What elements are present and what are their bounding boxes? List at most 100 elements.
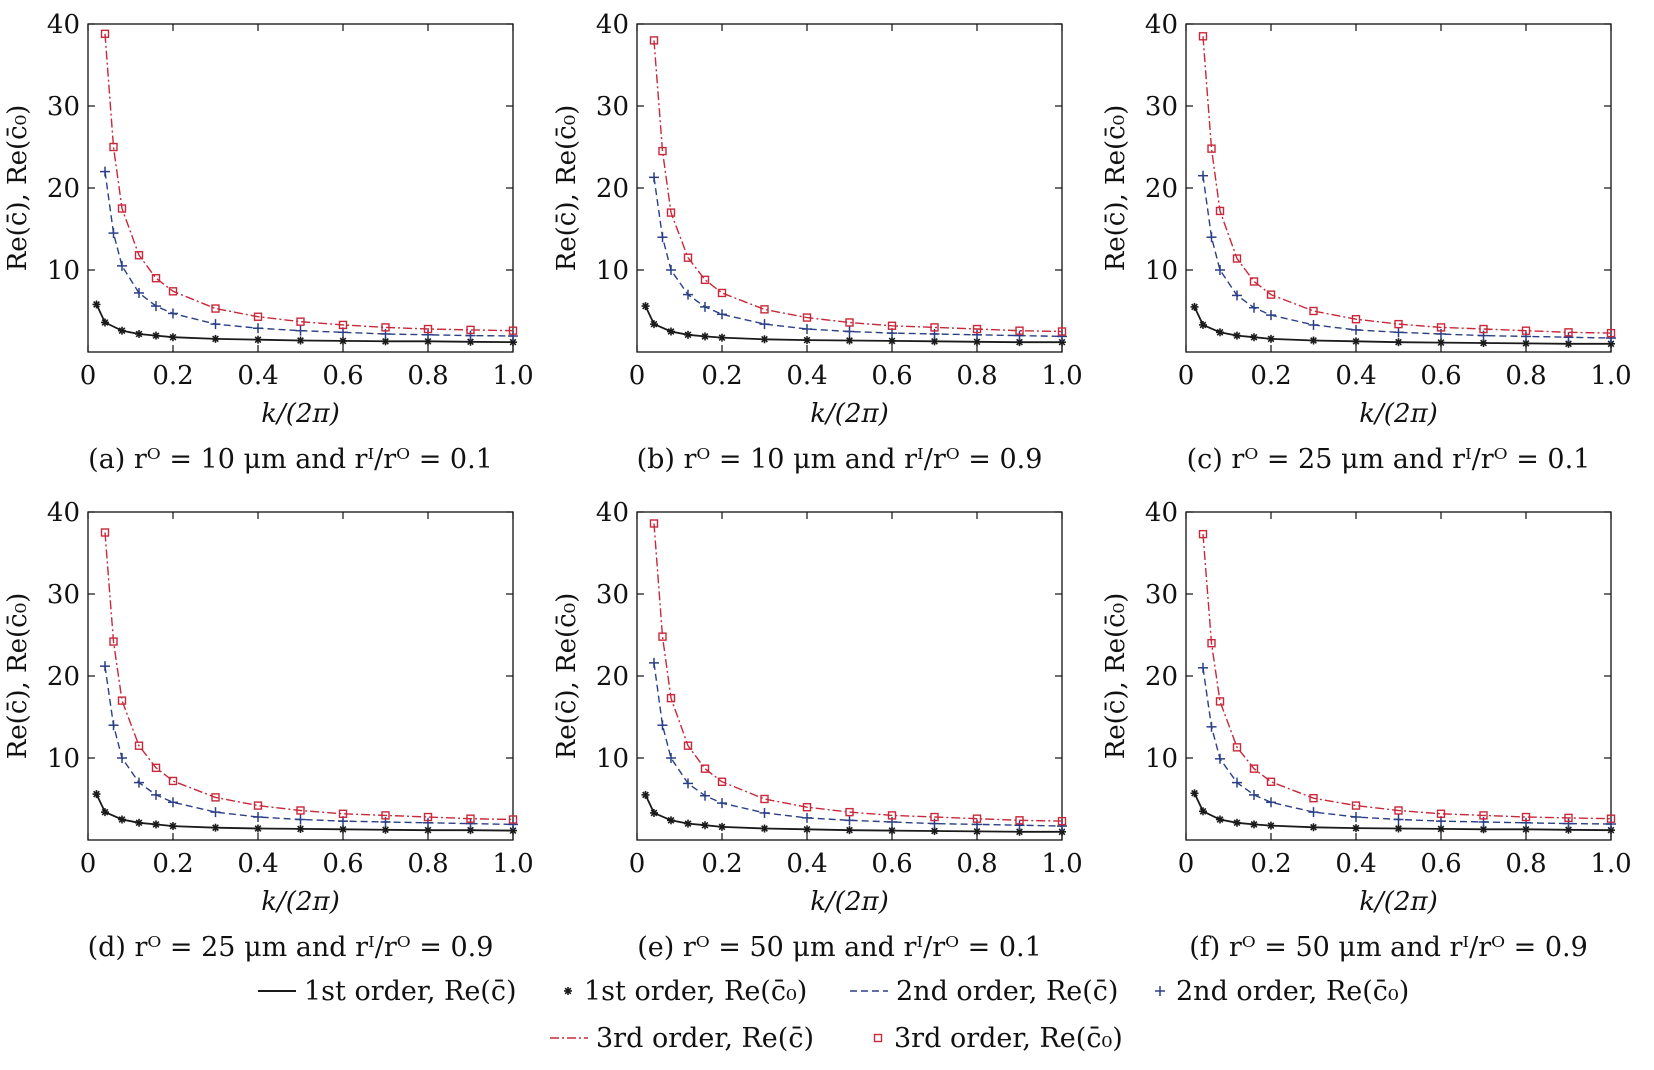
chart-b-series-1-point xyxy=(667,327,675,336)
chart-e-series-1-line xyxy=(644,794,1062,833)
chart-e-series-1-point-stroke xyxy=(650,809,658,817)
chart-d-series-3-point xyxy=(168,776,178,786)
chart-a-x-tick-label: 0.2 xyxy=(152,361,193,391)
chart-a-series-3-point xyxy=(100,29,110,39)
chart-d-series-1-point xyxy=(339,825,347,834)
chart-b-series-1-point xyxy=(930,337,939,346)
chart-b-series-1-point-stroke xyxy=(1016,338,1023,346)
chart-f-series-1-point-stroke xyxy=(1352,824,1360,832)
chart-d-series-3-point xyxy=(117,696,127,705)
chart-d-y-tick-label: 20 xyxy=(47,662,80,692)
chart-b-series-2-point xyxy=(972,329,982,340)
chart-f-series-3-point xyxy=(1606,814,1616,823)
chart-a-series-1-point xyxy=(211,334,220,343)
chart-d-series-2-point xyxy=(295,814,306,825)
chart-c-y-tick-label: 20 xyxy=(1145,174,1178,204)
chart-c-series-3-point xyxy=(1436,323,1446,332)
chart-d-series-2-point xyxy=(168,797,178,808)
chart-b-series-2-point xyxy=(802,324,812,335)
chart-e-series-2-point xyxy=(1057,821,1067,832)
chart-e-series-1-point-stroke xyxy=(973,827,981,835)
chart-e-series-3-point xyxy=(666,693,676,703)
chart-a-series-3-point xyxy=(151,274,161,283)
chart-c-series-3-point xyxy=(1207,144,1216,153)
chart-c-series-3-point xyxy=(1309,306,1318,316)
chart-d-series-1-point-stroke xyxy=(339,825,347,833)
chart-a-y-tick-label: 20 xyxy=(47,174,80,204)
chart-c-x-axis-title: k/(2π) xyxy=(1359,399,1437,429)
chart-c-series-1-point-stroke xyxy=(1437,339,1445,346)
chart-a-x-axis-title: k/(2π) xyxy=(261,399,339,429)
chart-e-x-tick-label: 0.6 xyxy=(871,849,912,879)
chart-c-series-1-point xyxy=(1394,338,1403,347)
chart-c-x-tick-label: 0 xyxy=(1178,361,1195,391)
chart-b-y-axis-title: Re(c̄), Re(c̄₀) xyxy=(552,105,582,272)
chart-f-y-axis-title: Re(c̄), Re(c̄₀) xyxy=(1101,593,1131,760)
chart-a-series-1-point xyxy=(424,337,432,346)
chart-d-series-1-point-stroke xyxy=(297,825,304,833)
chart-d-series-3-point xyxy=(338,809,348,818)
chart-f-series-3-point xyxy=(1309,793,1318,803)
chart-b-series-2-point xyxy=(666,265,676,275)
chart-a-series-2-point xyxy=(210,319,221,330)
chart-c-series-1-point-stroke xyxy=(1199,321,1207,329)
chart-d-series-2-line xyxy=(104,666,514,826)
chart-a-series-2-line xyxy=(104,171,514,337)
chart-f-x-tick-label: 0.8 xyxy=(1505,849,1546,879)
chart-b-x-tick-label: 1.0 xyxy=(1041,361,1082,391)
chart-d-series-1-point-stroke xyxy=(101,808,109,816)
chart-a-series-1-point-stroke xyxy=(93,301,100,308)
chart-f-series-2-line xyxy=(1202,667,1612,825)
chart-b-series-1-point xyxy=(650,320,658,329)
chart-e-series-3-point xyxy=(1015,816,1024,825)
chart-a-y-tick-label: 40 xyxy=(47,10,80,40)
chart-d-x-axis-title: k/(2π) xyxy=(261,887,339,917)
chart-e-series-2-point xyxy=(700,790,710,801)
chart-f-y-tick-label: 20 xyxy=(1145,662,1178,692)
chart-e-series-1-point-stroke xyxy=(1058,828,1066,836)
chart-d-series-1-point-stroke xyxy=(152,821,160,828)
chart-c-series-2-point xyxy=(1308,319,1319,330)
chart-f-series-3-point xyxy=(1479,811,1488,820)
chart-e-series-3-line xyxy=(653,523,1063,822)
chart-c-series-2-point xyxy=(1563,332,1574,343)
chart-b-x-tick-label: 0.8 xyxy=(956,361,997,391)
chart-e-series-1-point-stroke xyxy=(684,820,692,827)
chart-d-series-1-point-stroke xyxy=(93,790,100,798)
chart-e-series-1-point-stroke xyxy=(803,825,811,833)
chart-d-series-1-point xyxy=(92,790,101,799)
chart-c-x-tick-label: 0.2 xyxy=(1250,361,1291,391)
chart-f-series-3-point xyxy=(1198,529,1208,539)
chart-a-series-1-point xyxy=(101,318,109,327)
chart-d-series-2-point xyxy=(423,817,433,828)
chart-e-series-3-point xyxy=(930,812,939,822)
chart-a-y-axis-title: Re(c̄), Re(c̄₀) xyxy=(3,105,33,272)
chart-d-series-2-point xyxy=(108,720,119,731)
chart-c-series-3-point xyxy=(1564,328,1573,337)
chart-e-series-1-point xyxy=(718,822,726,831)
chart-e-caption: (e) rᴼ = 50 μm and rᴵ/rᴼ = 0.1 xyxy=(637,932,1042,963)
chart-f-series-1-point-stroke xyxy=(1250,821,1258,828)
chart-d-series-1-point-stroke xyxy=(467,826,474,834)
chart-d-series-1-point-stroke xyxy=(254,825,262,832)
chart-e-series-3-point xyxy=(683,741,693,750)
legend: 1st order, Re(c̄) 1st order, Re(c̄₀) 2nd o… xyxy=(258,976,1409,1054)
chart-f-series-1-point xyxy=(1250,820,1258,829)
chart-f-series-2-point xyxy=(1351,812,1361,823)
chart-d-series-3-point xyxy=(381,811,390,820)
chart-f-series-1-point-stroke xyxy=(1437,825,1445,833)
chart-d-series-3-point xyxy=(466,814,475,823)
chart-f-series-1-point-stroke xyxy=(1267,822,1275,830)
chart-e-series-3-point xyxy=(802,803,812,812)
chart-f-series-3-point xyxy=(1564,813,1573,823)
chart-b-series-3-point xyxy=(1057,327,1067,336)
chart-a-series-2-point xyxy=(108,228,119,239)
chart-f-series-1-point-stroke xyxy=(1607,826,1615,834)
chart-e-series-3-point xyxy=(845,807,854,817)
chart-d-x-tick-label: 0.8 xyxy=(407,849,448,879)
chart-f-series-3-point xyxy=(1266,777,1276,786)
chart-e-series-1-point xyxy=(641,790,650,799)
chart-f-y-tick-label: 10 xyxy=(1145,744,1178,774)
chart-f-series-3-point xyxy=(1436,809,1446,818)
